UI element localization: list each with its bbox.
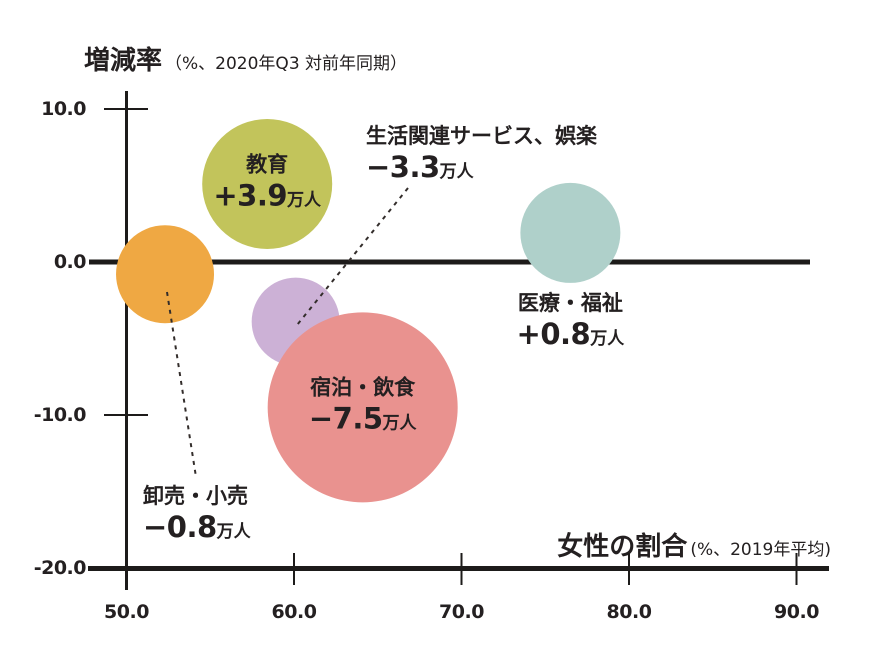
bubble-value-number: +3.9	[213, 178, 288, 213]
y-axis-title-main: 増減率	[84, 46, 163, 76]
bubble-label-wholesale-retail: 卸売・小売 −0.8万人	[143, 483, 251, 548]
bubble-value-number: +0.8	[516, 316, 591, 351]
x-tick-label: 90.0	[774, 601, 819, 623]
bubble-label-education: 教育 +3.9万人	[213, 151, 321, 216]
x-tick-label: 60.0	[271, 601, 317, 623]
y-tick-label: 10.0	[41, 98, 86, 120]
y-axis-title: 増減率 （%、2020年Q3 対前年同期）	[84, 40, 407, 77]
y-tick-label: -10.0	[33, 404, 87, 426]
bubble-name: 宿泊・飲食	[310, 375, 416, 400]
bubble-label-life-related-services-entertainment: 生活関連サービス、娯楽 −3.3万人	[366, 123, 597, 188]
bubble-lodging-food-service	[267, 312, 458, 503]
bubble-value-unit: 万人	[590, 328, 625, 349]
bubble-label-medical-welfare: 医療・福祉 +0.8万人	[517, 290, 625, 355]
x-tick-label: 50.0	[104, 601, 149, 623]
bubble-wholesale-retail	[116, 225, 215, 324]
y-tick-label: -20.0	[33, 557, 87, 579]
bubble-name: 教育	[246, 152, 289, 177]
bubble-value-unit: 万人	[382, 413, 417, 434]
bubble-value-unit: 万人	[216, 522, 251, 542]
bubble-value-number: −0.8	[143, 510, 217, 544]
x-axis-title-main: 女性の割合	[557, 532, 688, 562]
y-axis-title-sub: （%、2020年Q3 対前年同期）	[165, 54, 408, 74]
x-tick-label: 80.0	[606, 601, 652, 623]
y-tick-label: 0.0	[53, 251, 87, 273]
bubble-value: −0.8万人	[143, 511, 251, 548]
bubble-value: −7.5万人	[309, 403, 417, 440]
bubble-medical-welfare	[520, 182, 621, 283]
bubble-label-lodging-food-service: 宿泊・飲食 −7.5万人	[309, 375, 417, 440]
bubble-name: 医療・福祉	[517, 290, 623, 315]
bubble-value-number: −7.5	[308, 401, 383, 436]
bubble-value-number: −3.3	[366, 150, 440, 184]
bubble-value-unit: 万人	[439, 162, 474, 182]
leader-line-wholesale-retail	[166, 291, 197, 478]
bubble-name: 卸売・小売	[143, 484, 248, 508]
bubble-value: +0.8万人	[517, 318, 625, 355]
leader-line-life-related-services-entertainment	[296, 187, 409, 326]
bubble-name: 生活関連サービス、娯楽	[366, 124, 597, 148]
bubble-value: +3.9万人	[213, 179, 321, 216]
x-tick-label: 70.0	[439, 601, 484, 623]
bubble-value: −3.3万人	[366, 151, 597, 188]
bubble-education	[202, 118, 333, 249]
bubble-value-unit: 万人	[287, 190, 322, 211]
